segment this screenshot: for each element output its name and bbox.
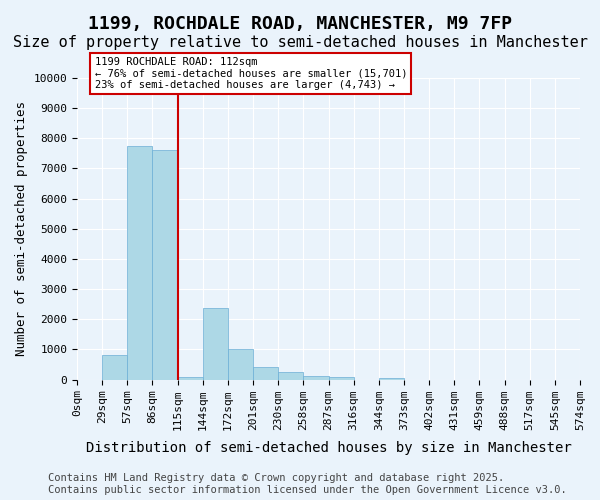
Bar	[228, 349, 253, 380]
Text: 1199, ROCHDALE ROAD, MANCHESTER, M9 7FP: 1199, ROCHDALE ROAD, MANCHESTER, M9 7FP	[88, 15, 512, 33]
Bar	[102, 354, 127, 380]
Bar	[203, 308, 228, 380]
Bar	[253, 366, 278, 380]
Text: Contains HM Land Registry data © Crown copyright and database right 2025.
Contai: Contains HM Land Registry data © Crown c…	[48, 474, 567, 495]
Text: Size of property relative to semi-detached houses in Manchester: Size of property relative to semi-detach…	[13, 35, 587, 50]
Bar	[379, 378, 404, 380]
Y-axis label: Number of semi-detached properties: Number of semi-detached properties	[15, 101, 28, 356]
Bar	[329, 376, 353, 380]
Text: 1199 ROCHDALE ROAD: 112sqm
← 76% of semi-detached houses are smaller (15,701)
23: 1199 ROCHDALE ROAD: 112sqm ← 76% of semi…	[95, 57, 407, 90]
X-axis label: Distribution of semi-detached houses by size in Manchester: Distribution of semi-detached houses by …	[86, 441, 571, 455]
Bar	[278, 372, 304, 380]
Bar	[178, 376, 203, 380]
Bar	[304, 376, 329, 380]
Bar	[152, 150, 178, 380]
Bar	[127, 146, 152, 380]
